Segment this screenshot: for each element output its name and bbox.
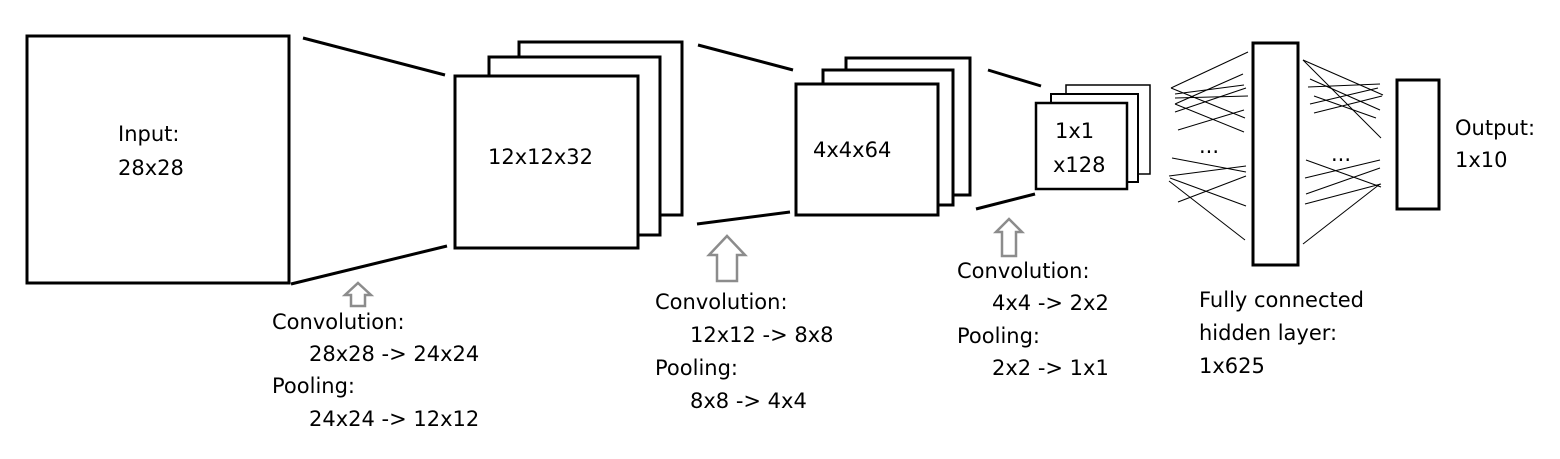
output-box (1395, 78, 1441, 211)
layer2-pool-label: Pooling: (655, 356, 738, 380)
hidden-label-line2: hidden layer: (1199, 321, 1338, 345)
connector-layer2-bottom (975, 192, 1036, 211)
output-size: 1x10 (1455, 148, 1508, 172)
output-title: Output: (1455, 116, 1536, 140)
input-title: Input: (118, 122, 180, 146)
layer3-pool-value: 2x2 -> 1x1 (992, 356, 1109, 380)
layer2-volume-label: 4x4x64 (813, 138, 892, 162)
layer2-operation-arrow-icon (706, 234, 748, 283)
layer2-conv-value: 12x12 -> 8x8 (690, 323, 834, 347)
hidden-layer-box (1251, 41, 1300, 267)
layer3-volume-line2: x128 (1053, 153, 1106, 177)
layer1-pool-value: 24x24 -> 12x12 (309, 407, 480, 431)
layer3-conv-value: 4x4 -> 2x2 (992, 291, 1109, 315)
connector-layer1-top (697, 43, 794, 72)
connector-layer1-bottom (696, 210, 791, 226)
layer1-operation-arrow-icon (341, 281, 375, 308)
layer3-operation-arrow-icon (992, 217, 1026, 258)
input-box (25, 34, 291, 285)
layer3-conv-label: Convolution: (957, 259, 1090, 283)
layer1-map-front (453, 74, 640, 250)
hidden-label-line3: 1x625 (1199, 354, 1265, 378)
layer2-map-front (794, 82, 940, 217)
connector-input-bottom (290, 244, 448, 286)
layer1-pool-label: Pooling: (272, 374, 355, 398)
layer3-volume-line1: 1x1 (1055, 119, 1095, 143)
hidden-ellipsis-left: ... (1199, 134, 1220, 158)
layer1-conv-value: 28x28 -> 24x24 (309, 342, 480, 366)
layer3-pool-label: Pooling: (957, 324, 1040, 348)
fc-lines-to-hidden (1168, 51, 1249, 241)
layer1-conv-label: Convolution: (272, 310, 405, 334)
input-size: 28x28 (118, 156, 184, 180)
connector-input-top (302, 36, 446, 77)
hidden-label-line1: Fully connected (1199, 288, 1364, 312)
layer2-pool-value: 8x8 -> 4x4 (690, 389, 807, 413)
layer2-conv-label: Convolution: (655, 290, 788, 314)
layer3-map-front (1034, 101, 1129, 191)
layer1-volume-label: 12x12x32 (488, 145, 594, 169)
hidden-ellipsis-right: ... (1331, 142, 1352, 166)
fc-lines-to-output (1302, 59, 1384, 245)
connector-layer2-top (987, 68, 1042, 88)
